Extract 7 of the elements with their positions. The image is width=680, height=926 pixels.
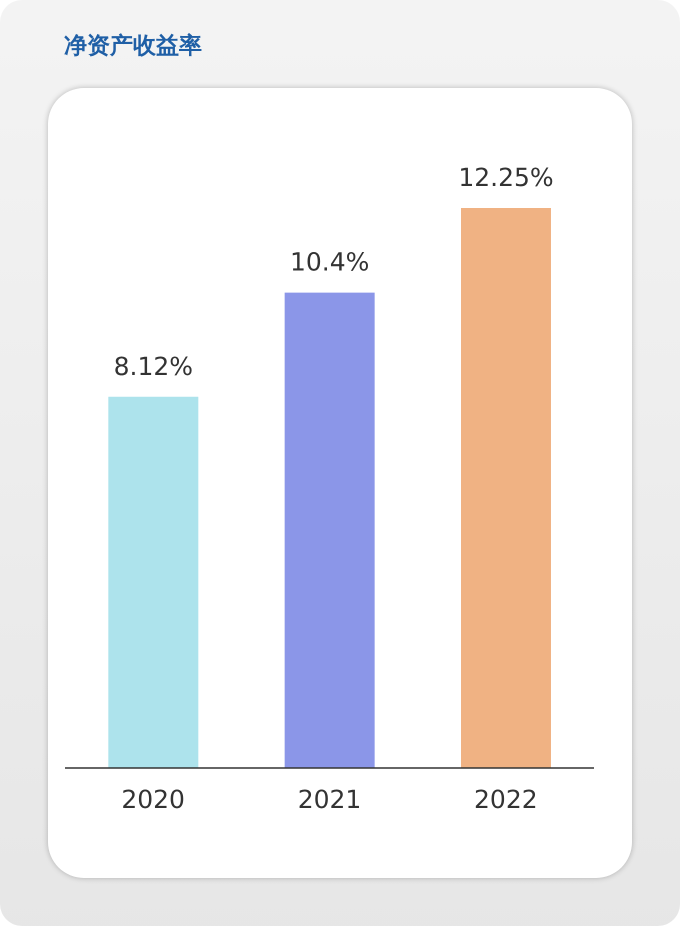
x-tick-label: 2022 [474,784,538,814]
data-label: 12.25% [458,163,554,192]
chart-title: 净资产收益率 [64,32,202,61]
x-tick-label: 2020 [121,784,185,814]
data-label: 10.4% [290,248,370,277]
data-label: 8.12% [114,352,194,381]
x-tick-label: 2021 [298,784,362,814]
